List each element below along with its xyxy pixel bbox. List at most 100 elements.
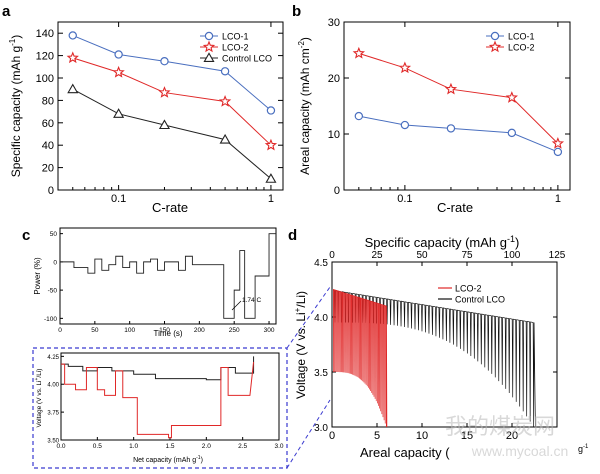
panel-a-ylabel-sup: -1 xyxy=(8,38,17,46)
inset-ylabel-close: /Li) xyxy=(36,369,43,378)
panel-a-axis-ticks: 0.1 1 0 20 40 60 80 100 120 140 xyxy=(36,22,283,205)
y-tick-label: 100 xyxy=(36,73,54,85)
inset-xlabel-main: Net capacity (mAh g xyxy=(133,457,196,464)
legend-marker xyxy=(203,52,215,63)
y-tick-label: 10 xyxy=(328,129,340,141)
panel-c-plot-frame xyxy=(59,227,277,325)
panel-a-series xyxy=(66,31,278,183)
x-tick-label: 2.5 xyxy=(238,443,247,450)
inset-axis-ticks: 0.0 0.5 1.0 1.5 2.0 2.5 3.0 3.50 3.75 4.00 4.25 xyxy=(47,355,284,450)
inset-ylabel-main: Voltage (V vs. Li xyxy=(36,380,43,427)
x2-tick-label: 125 xyxy=(549,250,566,261)
legend-marker xyxy=(490,31,500,41)
panel-d-bottom-xlabel: Areal capacity ( xyxy=(360,445,450,460)
x-tick-label: 150 xyxy=(159,327,170,334)
x-tick-label: 250 xyxy=(229,327,240,334)
data-point xyxy=(505,91,518,103)
x2-tick-label: 50 xyxy=(416,250,428,261)
panel-c-annotation-pointer xyxy=(231,300,242,311)
panel-d: d Specific capacity (mAh g-1) 0 5 10 15 200 2… xyxy=(288,227,589,460)
data-point xyxy=(444,82,458,95)
panel-c-ylabel: Power (%) xyxy=(33,257,42,295)
y-tick-label: -100 xyxy=(44,316,57,323)
x2-tick-label: 75 xyxy=(461,250,473,261)
inset-xlabel-close: ) xyxy=(201,457,203,464)
data-point xyxy=(264,138,278,151)
lco2-voltage-line xyxy=(61,361,255,439)
data-point xyxy=(398,61,412,74)
x-tick-label: 1 xyxy=(555,193,561,205)
panel-d-series xyxy=(333,288,536,428)
panel-a-ylabel: Specific capacity (mAh g-1) xyxy=(8,35,23,178)
inset-ylabel: Voltage (V vs. Li+/Li) xyxy=(34,369,43,428)
x-tick-label: 20 xyxy=(506,430,518,442)
panel-b-letter: b xyxy=(292,3,301,20)
panel-c-axis-ticks: 0 50 100 150 200 250 300 -100 -50 0 50 xyxy=(44,231,275,334)
inset-series xyxy=(61,356,255,439)
data-point xyxy=(507,128,517,138)
inset-dashed-border xyxy=(32,347,288,469)
x2-tick-label: 100 xyxy=(504,250,521,261)
watermark-url: www.mycoal.cn xyxy=(471,443,568,459)
legend-marker xyxy=(202,40,216,53)
panel-b-ylabel: Areal capacity (mAh cm-2) xyxy=(297,37,312,175)
data-point xyxy=(400,120,410,130)
data-point xyxy=(68,31,77,40)
data-point xyxy=(158,86,171,98)
power-profile-line xyxy=(60,233,276,319)
y-tick-label: 3.0 xyxy=(314,423,328,434)
control-voltage-line xyxy=(61,356,255,381)
data-point xyxy=(66,51,79,64)
y-tick-label: 3.75 xyxy=(47,411,59,417)
x-tick-label: 5 xyxy=(374,430,380,442)
panel-b-plot-frame xyxy=(343,21,571,191)
y-tick-label: 3.5 xyxy=(314,368,328,379)
inset-xlabel: Net capacity (mAh g-1) xyxy=(133,455,203,464)
x-tick-label: 1 xyxy=(268,193,274,205)
panel-d-plot-frame xyxy=(331,261,558,428)
panel-a-plot-frame xyxy=(57,21,284,191)
inset-xlabel-sup: -1 xyxy=(196,455,201,461)
data-point xyxy=(352,46,365,59)
y-tick-label: 140 xyxy=(36,28,54,40)
data-point xyxy=(67,83,79,94)
legend-label: LCO-1 xyxy=(222,32,249,42)
legend-marker xyxy=(488,40,502,53)
panel-c-inset: 0.0 0.5 1.0 1.5 2.0 2.5 3.0 3.50 3.75 4.00 4.25 Ne… xyxy=(32,347,288,469)
series-line xyxy=(72,57,272,146)
y-tick-label: 60 xyxy=(42,118,54,130)
connector-line-top xyxy=(286,286,331,349)
data-point xyxy=(446,124,456,133)
y-tick-label: 0 xyxy=(53,259,57,266)
x-tick-label: 1.5 xyxy=(165,443,174,450)
data-point xyxy=(113,108,125,118)
data-point xyxy=(218,95,232,107)
legend-label: LCO-2 xyxy=(508,43,535,53)
data-point xyxy=(112,65,125,78)
x-tick-label: 0 xyxy=(58,327,62,334)
control-lco-pulse-trace xyxy=(333,290,536,428)
y-tick-label: -50 xyxy=(48,288,58,295)
x2-tick-label: 25 xyxy=(371,250,383,261)
panel-c-xlabel: Time (s) xyxy=(153,329,182,338)
x-tick-label: 3.0 xyxy=(274,443,283,450)
data-point xyxy=(265,173,277,183)
panel-d-ylabel: Voltage (V vs. Li+/Li) xyxy=(293,291,308,399)
panel-d-top-xlabel: Specific capacity (mAh g-1) xyxy=(365,234,520,250)
panel-a-xlabel: C-rate xyxy=(152,200,188,215)
x-tick-label: 10 xyxy=(416,430,428,442)
panel-d-ylabel-sup: + xyxy=(293,307,302,312)
legend-label: LCO-2 xyxy=(222,43,249,53)
data-point xyxy=(114,50,123,59)
panel-a: a 0.1 1 0 20 40 60 80 100 120 140 C-rate Specific… xyxy=(2,3,284,215)
panel-b-ylabel-main: Areal capacity (mAh cm xyxy=(298,48,312,175)
y-tick-label: 0 xyxy=(48,185,54,197)
legend-label: LCO-1 xyxy=(508,32,535,42)
panel-a-ylabel-close: ) xyxy=(9,35,23,39)
legend-label: Control LCO xyxy=(222,54,272,64)
